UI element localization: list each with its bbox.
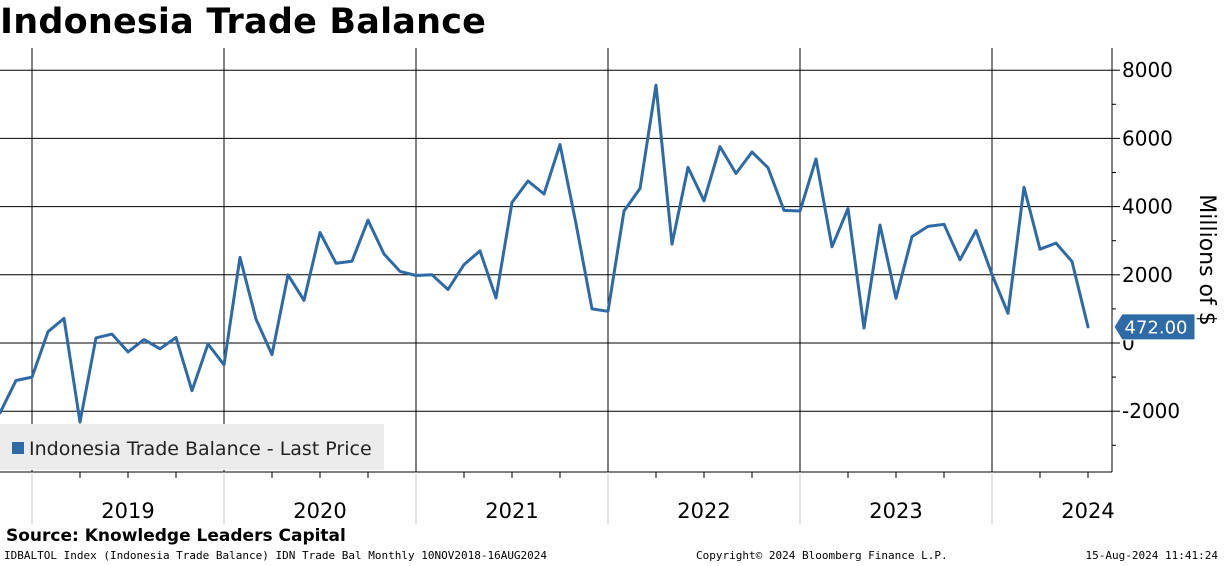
x-year-label: 2019	[101, 499, 154, 523]
last-value-label: 472.00	[1125, 317, 1188, 338]
plot-area	[0, 48, 1112, 472]
x-year-label: 2023	[869, 499, 922, 523]
last-value-tag: 472.00	[1113, 313, 1196, 341]
y-tick-label: -2000	[1122, 399, 1180, 423]
vertical-gridlines	[31, 48, 993, 472]
legend-swatch	[12, 442, 24, 454]
source-label: Source: Knowledge Leaders Capital	[6, 526, 346, 546]
horizontal-gridlines	[0, 69, 1112, 412]
x-year-label: 2021	[485, 499, 538, 523]
x-year-label: 2024	[1061, 499, 1114, 523]
footer-copyright: Copyright© 2024 Bloomberg Finance L.P.	[696, 549, 948, 562]
legend[interactable]: Indonesia Trade Balance - Last Price	[0, 424, 384, 470]
y-tick-label: 4000	[1122, 195, 1173, 219]
y-axis-title: Millions of $	[1194, 194, 1219, 325]
y-tick-label: 8000	[1122, 58, 1173, 82]
series-group	[0, 83, 1090, 424]
legend-box	[0, 424, 384, 470]
footer-description: IDBALTOL Index (Indonesia Trade Balance)…	[4, 549, 548, 562]
last-value-marker	[1113, 313, 1196, 341]
x-year-label: 2020	[293, 499, 346, 523]
series-line	[0, 83, 1090, 424]
y-tick-label: 2000	[1122, 263, 1173, 287]
chart-title: Indonesia Trade Balance	[0, 2, 487, 42]
footer-timestamp: 15-Aug-2024 11:41:24	[1085, 549, 1218, 562]
legend-label: Indonesia Trade Balance - Last Price	[29, 438, 372, 460]
x-axis-ticks: 2019 2020 2021 2022 2023 2024	[31, 472, 1115, 524]
x-year-label: 2022	[677, 499, 730, 523]
y-tick-label: 6000	[1122, 126, 1173, 150]
